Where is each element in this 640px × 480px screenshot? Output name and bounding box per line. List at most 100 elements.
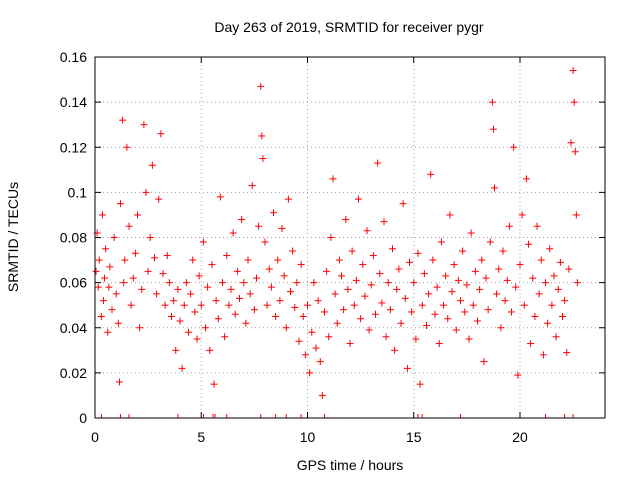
data-point	[117, 200, 124, 208]
data-point	[420, 270, 428, 278]
data-point	[399, 200, 407, 208]
data-point	[548, 301, 556, 309]
data-point	[499, 247, 507, 255]
data-point	[193, 335, 201, 343]
y-tick-label: 0.1	[68, 184, 88, 200]
y-tick-label: 0.14	[60, 94, 87, 110]
data-point	[108, 306, 116, 314]
data-point	[401, 294, 409, 302]
data-point	[318, 391, 326, 399]
data-point	[412, 335, 420, 343]
data-point	[569, 67, 577, 75]
data-point	[489, 125, 497, 133]
data-point	[214, 315, 222, 323]
data-point	[270, 209, 277, 217]
data-point	[146, 234, 154, 241]
data-point	[144, 267, 152, 275]
y-axis: 0 0.02 0.04 0.06 0.08 0.1 0.12 0.14 0.16	[60, 49, 605, 426]
data-point	[112, 290, 120, 298]
data-point	[448, 288, 456, 296]
data-point	[386, 306, 394, 314]
data-point	[238, 215, 246, 223]
data-point	[501, 297, 509, 305]
data-point	[299, 312, 307, 320]
data-points	[92, 67, 581, 418]
data-point	[120, 279, 128, 287]
data-point	[488, 98, 496, 106]
data-point	[142, 188, 150, 196]
data-point	[253, 274, 260, 282]
data-point	[92, 267, 100, 275]
data-point	[97, 312, 105, 320]
data-point	[446, 211, 454, 219]
y-axis-label: SRMTID / TECUs	[5, 182, 21, 292]
data-point	[216, 193, 224, 201]
data-point	[170, 297, 178, 305]
data-point	[172, 346, 180, 354]
data-point	[98, 211, 106, 219]
data-point	[491, 184, 498, 192]
data-point	[393, 285, 401, 293]
data-point	[367, 281, 375, 289]
data-point	[389, 245, 396, 253]
data-point	[344, 285, 352, 293]
data-point	[391, 346, 399, 354]
data-point	[346, 340, 354, 348]
data-point	[361, 292, 369, 300]
data-point	[408, 308, 416, 316]
data-point	[301, 351, 309, 359]
data-point	[525, 240, 532, 248]
data-point	[329, 175, 337, 183]
data-point	[571, 148, 579, 156]
x-tick-label: 5	[197, 429, 205, 445]
data-point	[503, 276, 511, 284]
data-point	[263, 301, 271, 309]
data-point	[267, 283, 275, 291]
data-point	[229, 229, 237, 237]
data-point	[369, 252, 377, 260]
chart-title: Day 263 of 2019, SRMTID for receiver pyg…	[214, 19, 484, 35]
x-tick-label: 0	[91, 429, 99, 445]
data-point	[161, 301, 169, 309]
x-tick-label: 15	[406, 429, 422, 445]
data-point	[280, 272, 288, 280]
data-point	[265, 265, 273, 273]
data-point	[165, 279, 173, 287]
data-point	[199, 238, 207, 246]
data-point	[461, 308, 469, 316]
data-point	[248, 182, 256, 190]
data-point	[435, 340, 443, 348]
data-point	[418, 301, 426, 309]
data-point	[482, 274, 490, 282]
data-point	[221, 333, 229, 341]
data-point	[95, 256, 103, 264]
data-point	[431, 310, 439, 318]
data-point	[168, 312, 175, 320]
data-point	[535, 290, 543, 298]
data-point	[374, 159, 382, 167]
data-point	[372, 310, 379, 318]
data-point	[236, 294, 243, 302]
data-point	[131, 249, 139, 257]
data-point	[297, 261, 305, 269]
data-point	[246, 290, 254, 298]
data-point	[308, 328, 316, 336]
data-point	[416, 380, 424, 388]
data-point	[348, 247, 356, 255]
data-point	[291, 303, 299, 311]
x-tick-label: 20	[512, 429, 528, 445]
data-point	[442, 272, 450, 280]
data-point	[304, 301, 311, 309]
data-point	[138, 285, 146, 293]
data-point	[378, 299, 386, 307]
data-point	[531, 312, 539, 320]
y-tick-label: 0.08	[60, 230, 87, 246]
data-point	[497, 324, 505, 332]
data-point	[310, 279, 318, 287]
data-point	[340, 306, 348, 314]
data-point	[119, 116, 127, 124]
data-point	[450, 261, 458, 269]
data-point	[140, 121, 148, 129]
data-point	[312, 344, 320, 352]
